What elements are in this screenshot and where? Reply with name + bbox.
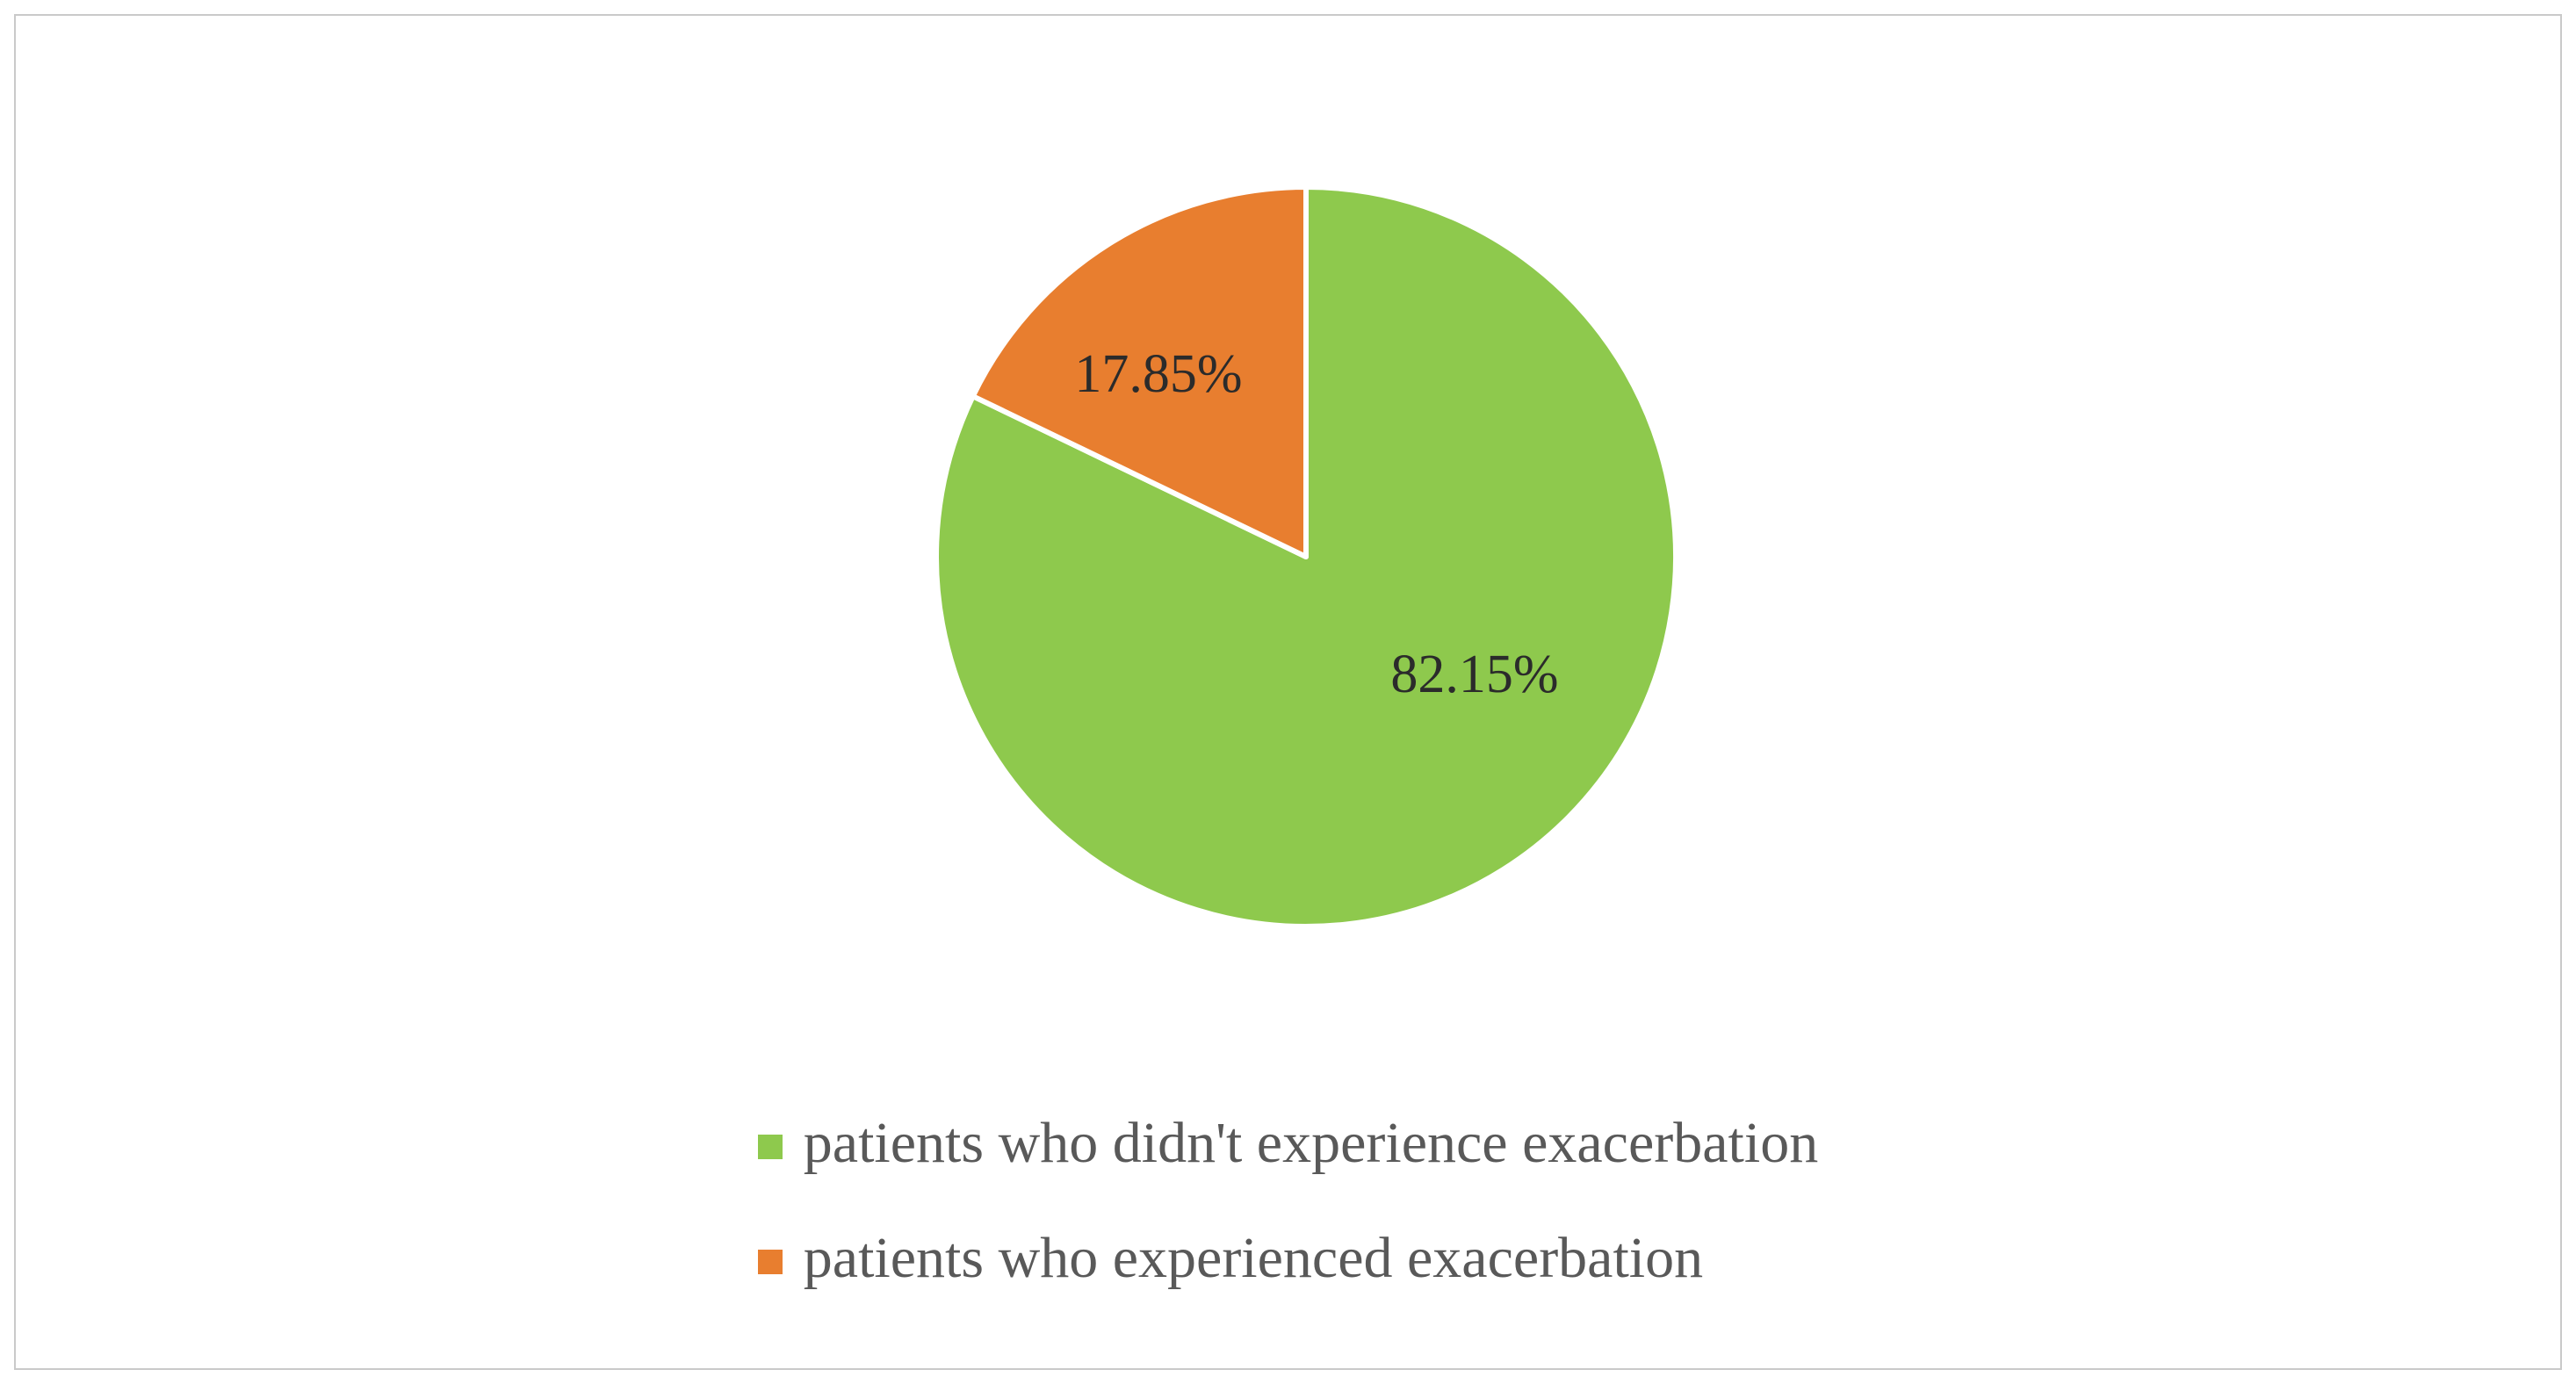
legend-item: patients who didn't experience exacerbat… [757,1111,1819,1176]
slice-label: 82.15% [1390,645,1558,704]
legend-label: patients who didn't experience exacerbat… [803,1111,1819,1175]
chart-frame: 82.15% 17.85% patients who didn't experie… [14,14,2562,1370]
legend-rows: patients who didn't experience exacerbat… [757,1111,1819,1291]
pie-chart: 82.15% 17.85% [934,184,1678,929]
legend: patients who didn't experience exacerbat… [16,1111,2560,1291]
pie-slice [970,184,1309,559]
legend-swatch-orange-icon [757,1249,783,1274]
legend-item: patients who experienced exacerbation [757,1225,1818,1291]
legend-label: patients who experienced exacerbation [803,1225,1704,1290]
pie-chart-area: 82.15% 17.85% patients who didn't experie… [16,16,2560,1368]
slice-label: 17.85% [1074,344,1242,404]
legend-swatch-green-icon [757,1135,783,1160]
